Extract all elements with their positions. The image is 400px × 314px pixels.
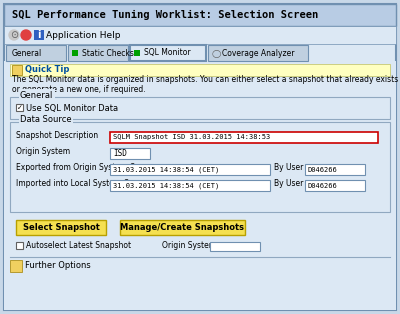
Bar bbox=[10, 122, 390, 212]
Text: ✓: ✓ bbox=[17, 105, 23, 111]
Bar bbox=[305, 180, 365, 191]
Text: Use SQL Monitor Data: Use SQL Monitor Data bbox=[26, 104, 118, 112]
Text: Further Options: Further Options bbox=[25, 262, 91, 270]
Bar bbox=[6, 45, 66, 61]
Circle shape bbox=[21, 30, 31, 40]
Text: By User: By User bbox=[274, 180, 303, 188]
Bar bbox=[4, 26, 396, 44]
Bar bbox=[72, 50, 78, 56]
Text: General: General bbox=[20, 90, 53, 100]
Text: Imported into Local System On: Imported into Local System On bbox=[16, 180, 134, 188]
Text: SQL Performance Tuning Worklist: Selection Screen: SQL Performance Tuning Worklist: Selecti… bbox=[12, 10, 318, 20]
Text: D046266: D046266 bbox=[308, 166, 338, 172]
Text: 31.03.2015 14:38:54 (CET): 31.03.2015 14:38:54 (CET) bbox=[113, 182, 219, 189]
Text: Manage/Create Snapshots: Manage/Create Snapshots bbox=[120, 223, 244, 232]
Text: ISD: ISD bbox=[113, 149, 127, 158]
Text: 31.03.2015 14:38:54 (CET): 31.03.2015 14:38:54 (CET) bbox=[113, 166, 219, 173]
Text: D046266: D046266 bbox=[308, 182, 338, 188]
Text: Origin System: Origin System bbox=[162, 241, 216, 250]
Text: SQL Monitor: SQL Monitor bbox=[144, 48, 191, 57]
Bar bbox=[16, 242, 23, 249]
Bar bbox=[12, 65, 22, 75]
Text: Snapshot Description: Snapshot Description bbox=[16, 132, 98, 140]
Text: Autoselect Latest Snapshot: Autoselect Latest Snapshot bbox=[26, 241, 131, 250]
Bar bbox=[120, 220, 245, 235]
Bar bbox=[34, 30, 44, 40]
Text: By User: By User bbox=[274, 164, 303, 172]
Bar bbox=[305, 164, 365, 175]
Text: or generate a new one, if required.: or generate a new one, if required. bbox=[12, 84, 146, 94]
Bar bbox=[134, 50, 140, 56]
Text: SQLM Snapshot ISD 31.03.2015 14:38:53: SQLM Snapshot ISD 31.03.2015 14:38:53 bbox=[113, 134, 270, 140]
Bar bbox=[10, 260, 22, 272]
Text: Select Snapshot: Select Snapshot bbox=[22, 223, 100, 232]
Text: Quick Tip: Quick Tip bbox=[25, 66, 69, 74]
Text: ⊙: ⊙ bbox=[10, 30, 18, 40]
Bar bbox=[110, 132, 378, 143]
Text: Exported from Origin System On: Exported from Origin System On bbox=[16, 164, 140, 172]
Text: Coverage Analyzer: Coverage Analyzer bbox=[222, 48, 294, 57]
Bar bbox=[208, 45, 308, 61]
Text: Application Help: Application Help bbox=[46, 30, 120, 40]
Bar bbox=[110, 148, 150, 159]
Bar bbox=[16, 104, 23, 111]
Bar bbox=[4, 61, 396, 310]
Bar bbox=[110, 180, 270, 191]
Bar bbox=[210, 242, 260, 251]
Text: ◯: ◯ bbox=[212, 48, 221, 57]
Text: Static Checks: Static Checks bbox=[82, 48, 134, 57]
Bar bbox=[68, 45, 128, 61]
Bar bbox=[4, 4, 396, 26]
Text: Data Source: Data Source bbox=[20, 116, 72, 124]
Bar bbox=[10, 64, 390, 76]
Bar bbox=[130, 45, 206, 61]
Bar bbox=[110, 164, 270, 175]
Text: Origin System: Origin System bbox=[16, 148, 70, 156]
Text: i: i bbox=[37, 30, 41, 40]
Text: General: General bbox=[12, 48, 42, 57]
Bar bbox=[16, 220, 106, 235]
Bar bbox=[10, 97, 390, 119]
Text: The SQL Monitor data is organized in snapshots. You can either select a snapshot: The SQL Monitor data is organized in sna… bbox=[12, 75, 400, 84]
Circle shape bbox=[9, 30, 19, 40]
